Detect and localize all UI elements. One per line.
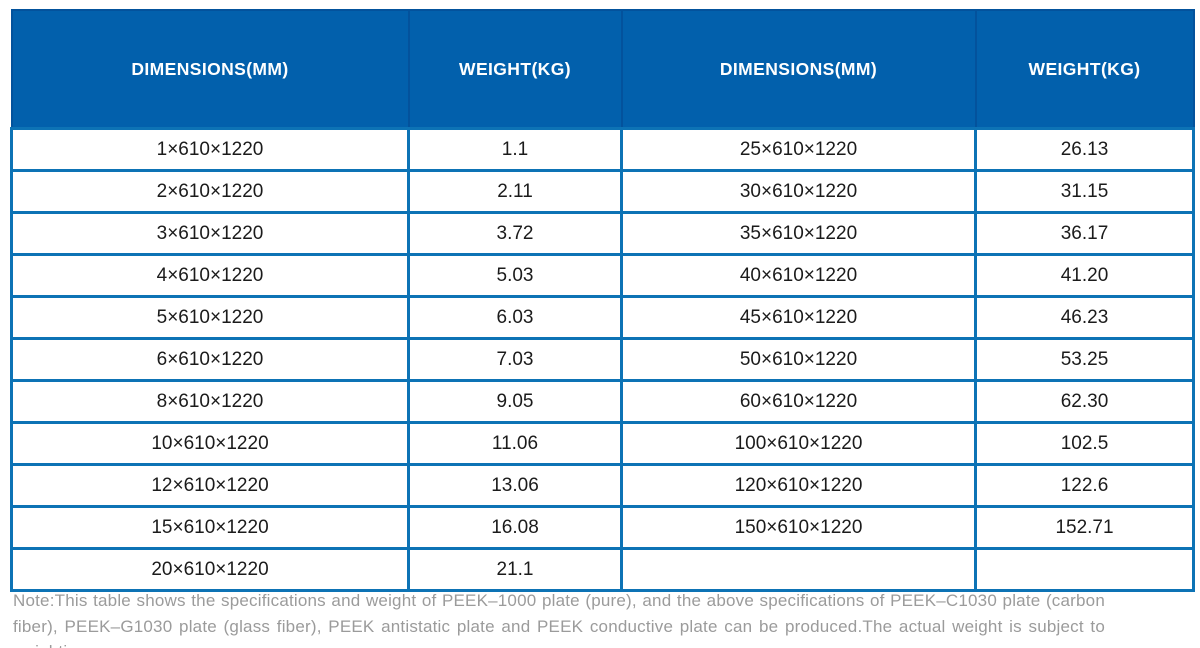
table-cell: 122.6 [974, 463, 1195, 508]
table-cell: 102.5 [974, 421, 1195, 466]
table-cell: 60×610×1220 [620, 379, 977, 424]
table-cell: 15×610×1220 [10, 505, 410, 550]
table-cell: 36.17 [974, 211, 1195, 256]
table-cell: 3.72 [407, 211, 623, 256]
table-row: 3×610×1220 3.72 35×610×1220 36.17 [10, 211, 1195, 256]
table-cell: 1.1 [407, 127, 623, 172]
table-cell: 16.08 [407, 505, 623, 550]
table-cell: 62.30 [974, 379, 1195, 424]
table-cell: 35×610×1220 [620, 211, 977, 256]
table-cell: 12×610×1220 [10, 463, 410, 508]
table-cell: 6.03 [407, 295, 623, 340]
col-header-weight-left: WEIGHT(KG) [407, 9, 623, 130]
table-cell: 53.25 [974, 337, 1195, 382]
table-cell: 30×610×1220 [620, 169, 977, 214]
col-header-weight-right: WEIGHT(KG) [974, 9, 1195, 130]
table-cell: 26.13 [974, 127, 1195, 172]
spec-table-body: 1×610×1220 1.1 25×610×1220 26.13 2×610×1220 2… [10, 127, 1195, 592]
table-cell: 6×610×1220 [10, 337, 410, 382]
table-row: 8×610×1220 9.05 60×610×1220 62.30 [10, 379, 1195, 424]
table-cell: 41.20 [974, 253, 1195, 298]
table-cell: 100×610×1220 [620, 421, 977, 466]
table-cell: 13.06 [407, 463, 623, 508]
table-cell: 40×610×1220 [620, 253, 977, 298]
table-row: 1×610×1220 1.1 25×610×1220 26.13 [10, 127, 1195, 172]
table-cell [974, 547, 1195, 592]
table-cell: 3×610×1220 [10, 211, 410, 256]
table-row: 15×610×1220 16.08 150×610×1220 152.71 [10, 505, 1195, 550]
table-cell: 50×610×1220 [620, 337, 977, 382]
table-cell: 152.71 [974, 505, 1195, 550]
spec-table: DIMENSIONS(MM) WEIGHT(KG) DIMENSIONS(MM)… [10, 9, 1195, 592]
table-cell: 25×610×1220 [620, 127, 977, 172]
table-cell: 21.1 [407, 547, 623, 592]
table-cell: 120×610×1220 [620, 463, 977, 508]
table-cell: 20×610×1220 [10, 547, 410, 592]
col-header-dimensions-right: DIMENSIONS(MM) [620, 9, 977, 130]
note-text: Note:This table shows the specifications… [13, 591, 1105, 648]
table-cell: 9.05 [407, 379, 623, 424]
table-cell: 5.03 [407, 253, 623, 298]
table-cell: 4×610×1220 [10, 253, 410, 298]
spec-table-header: DIMENSIONS(MM) WEIGHT(KG) DIMENSIONS(MM)… [10, 9, 1195, 130]
table-row: 10×610×1220 11.06 100×610×1220 102.5 [10, 421, 1195, 466]
table-row: 4×610×1220 5.03 40×610×1220 41.20 [10, 253, 1195, 298]
table-cell: 46.23 [974, 295, 1195, 340]
table-cell: 2×610×1220 [10, 169, 410, 214]
table-cell [620, 547, 977, 592]
table-row: 20×610×1220 21.1 [10, 547, 1195, 592]
table-cell: 1×610×1220 [10, 127, 410, 172]
table-cell: 45×610×1220 [620, 295, 977, 340]
table-row: 12×610×1220 13.06 120×610×1220 122.6 [10, 463, 1195, 508]
table-cell: 7.03 [407, 337, 623, 382]
table-row: 2×610×1220 2.11 30×610×1220 31.15 [10, 169, 1195, 214]
table-row: 6×610×1220 7.03 50×610×1220 53.25 [10, 337, 1195, 382]
table-cell: 31.15 [974, 169, 1195, 214]
col-header-dimensions-left: DIMENSIONS(MM) [10, 9, 410, 130]
header-row: DIMENSIONS(MM) WEIGHT(KG) DIMENSIONS(MM)… [10, 9, 1195, 130]
table-cell: 150×610×1220 [620, 505, 977, 550]
table-row: 5×610×1220 6.03 45×610×1220 46.23 [10, 295, 1195, 340]
table-cell: 8×610×1220 [10, 379, 410, 424]
table-cell: 10×610×1220 [10, 421, 410, 466]
table-cell: 11.06 [407, 421, 623, 466]
table-cell: 2.11 [407, 169, 623, 214]
table-cell: 5×610×1220 [10, 295, 410, 340]
